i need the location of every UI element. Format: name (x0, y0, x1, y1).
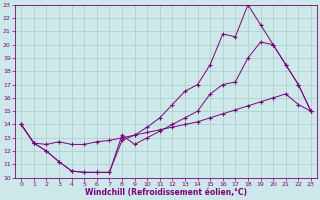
X-axis label: Windchill (Refroidissement éolien,°C): Windchill (Refroidissement éolien,°C) (85, 188, 247, 197)
